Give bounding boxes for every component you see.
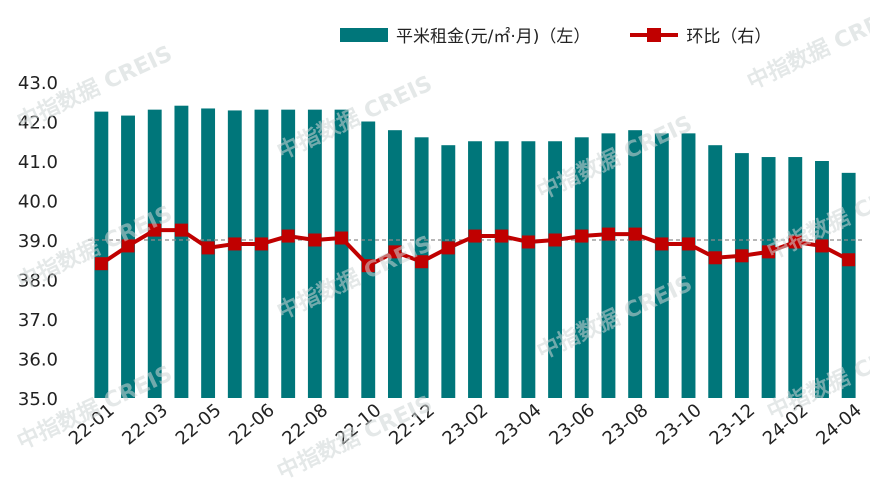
x-tick-label: 24-04	[812, 400, 866, 450]
bar	[468, 141, 482, 398]
bar	[734, 153, 749, 398]
bar	[788, 157, 803, 398]
bar	[254, 109, 269, 399]
line-point	[762, 245, 776, 259]
x-tick-label: 23-10	[652, 400, 706, 450]
legend-line-swatch	[630, 25, 679, 45]
y-tick-label: 42.0	[18, 113, 58, 134]
x-tick-label: 23-12	[706, 400, 760, 450]
line-point	[94, 257, 108, 271]
bar	[334, 109, 349, 399]
bar	[681, 133, 696, 398]
bar	[281, 109, 296, 399]
y-tick-label: 35.0	[18, 389, 58, 410]
line-point	[495, 229, 509, 243]
bar	[574, 137, 589, 399]
line-point	[148, 223, 162, 237]
x-tick-label: 23-08	[599, 400, 653, 450]
line-point	[575, 229, 589, 243]
bar	[548, 141, 563, 398]
bar	[654, 133, 669, 398]
line-point	[708, 251, 722, 265]
x-tick-label: 23-02	[439, 400, 493, 450]
bar	[601, 133, 616, 398]
line-point	[201, 241, 215, 255]
x-tick-label: 24-02	[759, 400, 813, 450]
line-point	[388, 245, 402, 259]
legend-line-label: 环比（右）	[686, 27, 772, 47]
bar	[815, 161, 829, 398]
bar	[94, 111, 109, 398]
bar	[121, 115, 135, 398]
y-axis: 35.0 36.0 37.0 38.0 39.0 40.0 41.0 42.0 43.0	[18, 73, 58, 410]
x-tick-label: 23-06	[545, 400, 599, 450]
bar	[521, 141, 536, 398]
line-point	[548, 233, 562, 247]
x-tick-label: 22-12	[385, 400, 439, 450]
line-point	[174, 223, 188, 237]
x-axis: 22-01 22-03 22-05 22-06 22-08 22-10 22-12 23-02…	[65, 400, 866, 450]
line-point	[815, 239, 829, 253]
y-tick-label: 43.0	[18, 73, 58, 94]
line-point	[254, 237, 268, 251]
y-tick-label: 36.0	[18, 350, 58, 371]
bar	[441, 145, 456, 398]
bar	[227, 110, 242, 398]
line-point	[468, 229, 482, 243]
legend-bar-label: 平米租金(元/㎡·月)（左）	[396, 27, 591, 47]
line-point	[842, 253, 856, 267]
line-point	[415, 255, 429, 269]
bar	[761, 157, 776, 398]
line-point	[628, 227, 642, 241]
bar	[628, 130, 643, 398]
y-tick-label: 39.0	[18, 231, 58, 252]
bar	[708, 145, 723, 398]
y-tick-label: 37.0	[18, 310, 58, 331]
line-point	[441, 241, 455, 255]
line-point	[655, 237, 669, 251]
line-point	[735, 249, 749, 263]
line-point	[788, 235, 802, 249]
y-tick-label: 41.0	[18, 152, 58, 173]
x-tick-label: 22-05	[172, 400, 226, 450]
x-tick-label: 22-03	[118, 400, 172, 450]
bar-series	[94, 105, 856, 399]
line-point	[601, 227, 615, 241]
line-point	[228, 237, 242, 251]
line-point	[121, 239, 135, 253]
bar	[387, 130, 402, 398]
bar	[494, 141, 509, 398]
line-series	[94, 223, 856, 273]
line-point	[308, 233, 322, 247]
line-point	[521, 235, 535, 249]
y-tick-label: 40.0	[18, 192, 58, 213]
bar	[174, 105, 189, 398]
x-tick-label: 22-01	[65, 400, 119, 450]
line-point	[281, 229, 295, 243]
x-tick-label: 22-08	[279, 400, 333, 450]
line-point	[335, 231, 349, 245]
bar	[307, 109, 322, 399]
bar	[841, 172, 856, 398]
y-tick-label: 38.0	[18, 271, 58, 292]
x-tick-label: 22-10	[332, 400, 386, 450]
legend: 平米租金(元/㎡·月)（左） 环比（右）	[340, 22, 771, 47]
x-tick-label: 22-06	[225, 400, 279, 450]
line-point	[682, 237, 696, 251]
bar	[147, 109, 162, 399]
x-tick-label: 23-04	[492, 400, 546, 450]
line-point	[361, 259, 375, 273]
legend-bar-swatch	[340, 27, 388, 42]
